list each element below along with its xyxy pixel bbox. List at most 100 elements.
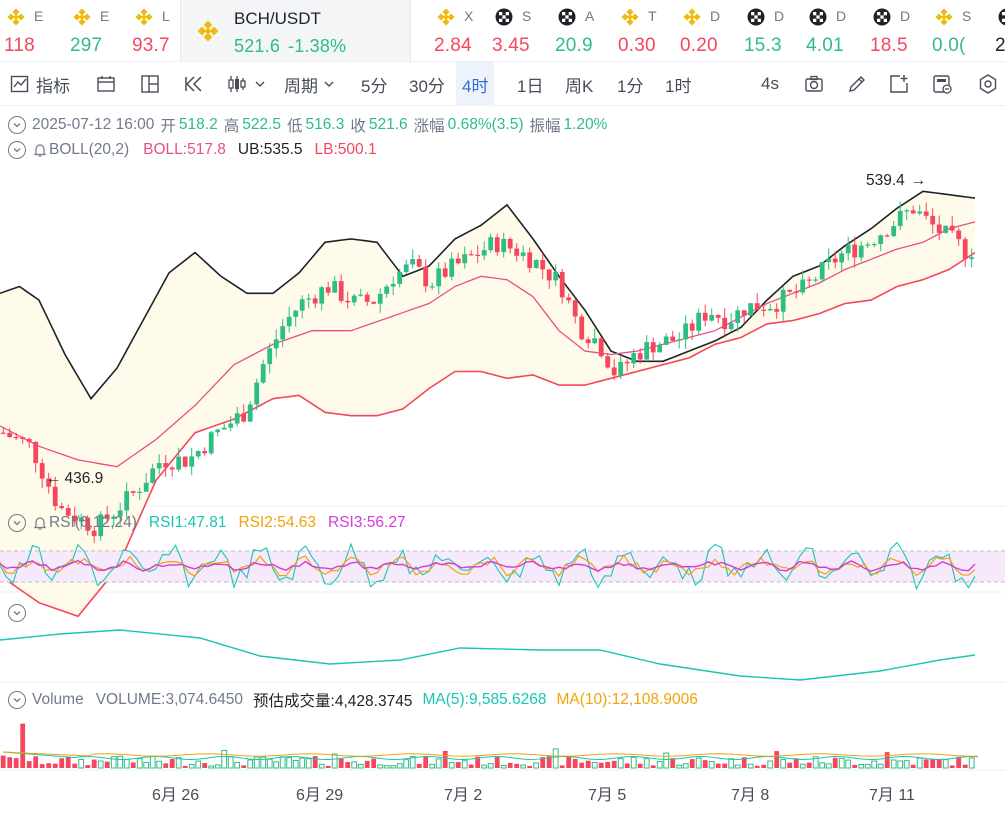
volume-bar [670,758,676,768]
x-axis-label: 7月 11 [869,787,915,804]
candle-body [670,336,676,341]
period-dropdown[interactable]: 周期 [284,62,335,106]
interval-button[interactable]: 1分 [617,62,643,106]
candle-body [358,294,364,296]
collapse-toggle-icon[interactable] [8,141,26,159]
boll-ub-value: UB:535.5 [237,141,303,158]
interval-button[interactable]: 5分 [361,62,387,106]
collapse-toggle-icon[interactable] [8,604,26,622]
ticker-item[interactable]: E 118 [0,0,56,61]
candle-body [46,478,52,487]
candle-body [455,258,461,264]
collapse-toggle-icon[interactable] [8,116,26,134]
candle-body [280,326,286,340]
chart-type-dropdown[interactable] [226,62,266,106]
volume-bar [494,756,500,768]
volume-bar [59,758,65,768]
volume-bar [448,762,455,769]
volume-ma5: MA(5):9,585.6268 [422,691,547,708]
candle-body [39,463,45,479]
volume-bar [520,764,527,769]
ticker-item[interactable]: X 2.84 [424,0,486,61]
interval-button[interactable]: 4时 [456,62,495,106]
calculator-icon[interactable] [931,73,953,95]
candle-body [884,235,890,237]
ticker-symbol: D [774,8,785,24]
active-pair-tab[interactable]: BCH/USDT 521.6 -1.38% [180,0,411,61]
indicators-button[interactable]: 指标 [10,62,70,106]
checker-icon [998,8,1005,26]
volume-bar [13,758,19,768]
volume-bar [136,758,143,769]
volume-bar [761,764,767,768]
ticker-item[interactable]: E 297 [60,0,122,61]
volume-bar [318,763,325,769]
candle-body [949,225,955,231]
candle-body [468,254,474,256]
ticker-item[interactable]: D 4.01 [796,0,858,61]
candle-body [728,323,734,330]
ticker-item[interactable]: L 93.7 [122,0,184,61]
volume-bar [747,763,754,769]
candle-body [865,244,871,246]
ticker-item[interactable]: D 18.5 [860,0,922,61]
ticker-price: 0.30 [618,35,656,56]
checker-icon [495,8,513,26]
candle-body [871,244,877,246]
candle-body [787,289,793,292]
candle-body [351,295,357,303]
pencil-icon[interactable] [846,73,868,95]
interval-button[interactable]: 周K [565,62,593,106]
volume-bar [650,765,656,768]
add-alert-icon[interactable] [888,73,910,95]
interval-button[interactable]: 30分 [409,62,445,106]
period-label: 周期 [284,76,318,96]
candle-body [65,508,71,516]
settings-icon[interactable] [977,73,999,95]
candle-body [137,491,143,493]
layout-icon[interactable] [139,73,161,95]
candle-body [657,344,663,353]
calendar-icon[interactable] [95,73,117,95]
collapse-toggle-icon[interactable] [8,514,26,532]
candle-body [793,291,799,293]
candle-body [780,289,786,312]
ticker-item[interactable]: S 0.0( [922,0,984,61]
interval-button[interactable]: 1时 [665,62,691,106]
ticker-price: 3.45 [492,35,530,56]
price-chart[interactable] [0,106,1005,814]
volume-bar [514,763,520,768]
candle-body [189,456,195,467]
volume-bar [20,723,26,768]
x-axis-label: 7月 5 [588,787,627,804]
ticker-item[interactable]: 24 [985,0,1005,61]
ticker-price: 20.9 [555,35,593,56]
camera-icon[interactable] [803,73,825,95]
ticker-item[interactable]: A 20.9 [545,0,607,61]
bell-icon[interactable] [32,142,48,158]
ticker-price: 118 [4,35,35,56]
ticker-item[interactable]: D 0.20 [670,0,732,61]
volume-ma10: MA(10):12,108.9006 [556,691,698,708]
collapse-toggle-icon[interactable] [8,691,26,709]
candle-body [325,287,331,293]
candle-body [260,364,266,383]
candle-body [520,252,526,256]
replay-icon[interactable] [183,73,205,95]
arrow-right-icon: → [910,172,927,189]
ticker-item[interactable]: S 3.45 [482,0,544,61]
volume-bar [266,758,273,769]
ticker-item[interactable]: D 15.3 [734,0,796,61]
volume-bar [630,756,637,769]
candle-body [267,348,273,365]
refresh-interval[interactable]: 4s [761,62,779,106]
volume-bar [806,762,812,768]
bell-icon[interactable] [32,515,48,531]
ticker-item[interactable]: T 0.30 [608,0,670,61]
ohlc-datetime: 2025-07-12 16:00 [32,116,155,133]
volume-bar [26,761,32,768]
close-label: 收 [350,118,366,135]
interval-button[interactable]: 1日 [517,62,543,106]
volume-bar [33,756,39,768]
volume-bar [273,761,280,769]
